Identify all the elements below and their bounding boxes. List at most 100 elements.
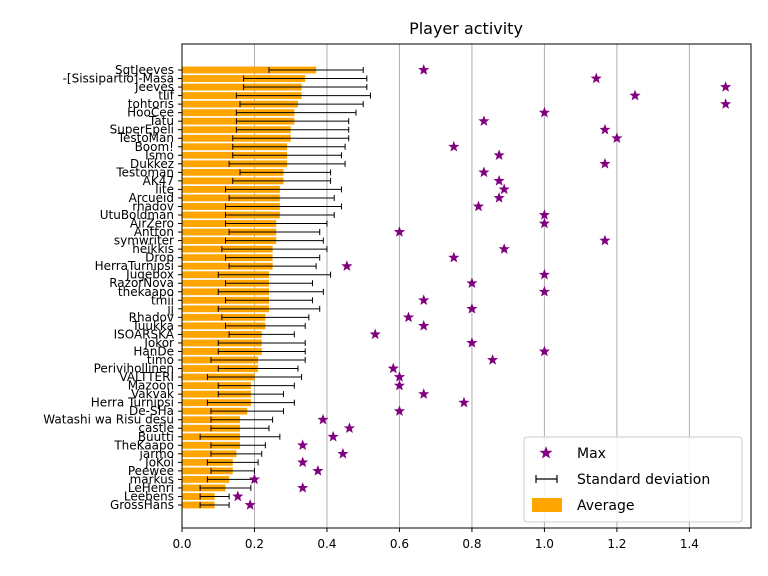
max-marker bbox=[590, 72, 602, 84]
max-marker bbox=[393, 379, 406, 391]
max-marker bbox=[232, 490, 244, 502]
average-bar bbox=[182, 331, 262, 338]
max-marker bbox=[493, 192, 505, 203]
y-tick-label: Mazoon bbox=[128, 379, 174, 393]
y-tick-label: lite bbox=[155, 182, 174, 196]
max-marker bbox=[611, 132, 623, 143]
max-marker bbox=[327, 430, 339, 442]
y-tick-label: timo bbox=[147, 353, 174, 367]
max-marker bbox=[248, 473, 261, 485]
y-tick-label: LeHenri bbox=[128, 481, 174, 495]
y-tick-label: Arcueid bbox=[129, 191, 174, 205]
max-marker bbox=[466, 277, 478, 288]
average-bar bbox=[182, 66, 317, 74]
legend-max-icon bbox=[539, 446, 553, 459]
max-marker bbox=[493, 175, 505, 186]
max-marker bbox=[538, 345, 550, 357]
max-marker bbox=[387, 362, 399, 374]
y-tick-label: TestoMan bbox=[117, 131, 174, 145]
y-tick-label: Vakvak bbox=[131, 387, 174, 401]
max-marker bbox=[369, 328, 381, 340]
y-tick-label: Jeeves bbox=[134, 80, 174, 94]
legend-average-icon bbox=[532, 498, 562, 512]
average-bar bbox=[182, 262, 273, 270]
x-tick-label: 0.8 bbox=[462, 537, 481, 551]
max-marker bbox=[538, 217, 550, 229]
max-marker bbox=[393, 371, 406, 382]
average-bar bbox=[182, 390, 251, 398]
chart-title: Player activity bbox=[409, 19, 523, 38]
max-marker bbox=[493, 149, 505, 161]
max-marker bbox=[341, 260, 353, 271]
y-tick-label: Jokor bbox=[143, 336, 174, 350]
y-tick-label: TheKaapo bbox=[113, 438, 174, 452]
max-marker bbox=[418, 64, 430, 75]
max-marker bbox=[402, 311, 415, 323]
max-marker bbox=[599, 157, 611, 169]
y-tick-label: Tuukka bbox=[131, 319, 174, 333]
max-marker bbox=[393, 226, 406, 237]
max-marker bbox=[418, 388, 430, 399]
y-tick-label: Watashi wa Risu desu bbox=[43, 413, 174, 427]
max-marker bbox=[720, 81, 732, 92]
max-marker bbox=[458, 396, 470, 408]
y-tick-label: ISOARSKA bbox=[114, 327, 175, 341]
x-tick-label: 0.0 bbox=[172, 537, 191, 551]
max-marker bbox=[487, 354, 499, 365]
y-tick-label: RazorNova bbox=[109, 276, 174, 290]
average-bar bbox=[182, 83, 302, 91]
legend-box bbox=[523, 436, 743, 523]
y-tick-label: HooCee bbox=[127, 106, 174, 120]
x-tick-label: 1.2 bbox=[607, 537, 626, 551]
legend-label: Max bbox=[577, 446, 606, 462]
average-bar bbox=[182, 501, 215, 509]
max-marker bbox=[312, 465, 324, 476]
y-tick-label: tIif bbox=[158, 89, 175, 103]
std-error-bars bbox=[199, 67, 371, 508]
average-bar bbox=[182, 382, 251, 389]
y-tick-label: SuperEpeli bbox=[110, 123, 174, 137]
y-tick-label: AirZero bbox=[130, 217, 174, 231]
y-tick-label: Ismo bbox=[145, 148, 174, 162]
max-marker bbox=[720, 98, 732, 109]
y-tick-label: jarmo bbox=[139, 447, 174, 461]
x-tick-label: 1.4 bbox=[680, 537, 699, 551]
y-tick-label: HerraTurnipsi bbox=[95, 259, 174, 273]
max-marker bbox=[478, 115, 490, 126]
max-marker bbox=[538, 209, 550, 220]
max-marker bbox=[599, 234, 611, 246]
average-bar bbox=[182, 450, 237, 458]
max-marker bbox=[448, 251, 460, 263]
average-bar bbox=[182, 476, 230, 483]
max-marker bbox=[538, 106, 550, 118]
legend: Max Standard deviation Average bbox=[523, 436, 743, 523]
legend-label: Standard deviation bbox=[577, 472, 710, 488]
x-tick-label: 1.0 bbox=[535, 537, 554, 551]
y-tick-label: Jugebox bbox=[125, 268, 174, 282]
y-tick-label: Antton bbox=[134, 225, 174, 239]
y-tick-label: VALTTERI bbox=[119, 370, 174, 384]
max-marker bbox=[297, 482, 309, 493]
y-tick-label: -[Sissipartio]-Masa bbox=[63, 72, 174, 86]
y-tick-label: Perivihollinen bbox=[94, 362, 174, 376]
max-markers bbox=[232, 64, 732, 510]
legend-label: Average bbox=[577, 498, 635, 514]
max-marker bbox=[418, 320, 430, 331]
y-tick-label: markus bbox=[130, 472, 174, 486]
max-marker bbox=[448, 140, 460, 152]
y-tick-label: JoKoi bbox=[144, 455, 174, 469]
y-tick-label: AK47 bbox=[143, 174, 174, 188]
y-tick-label: Herra Turnipsi bbox=[91, 396, 174, 410]
y-tick-label: tohtoris bbox=[128, 97, 174, 111]
y-tick-label: castle bbox=[138, 421, 174, 435]
y-tick-label: heikkis bbox=[132, 242, 174, 256]
max-marker bbox=[498, 243, 510, 254]
y-tick-label: UtuBoldman bbox=[100, 208, 174, 222]
y-tick-label: rhadov bbox=[132, 199, 174, 213]
average-bar bbox=[182, 168, 284, 176]
y-tick-label: jj bbox=[166, 302, 174, 316]
average-bar bbox=[182, 467, 233, 475]
average-bar bbox=[182, 493, 215, 500]
y-tick-label: Peewee bbox=[128, 464, 174, 478]
